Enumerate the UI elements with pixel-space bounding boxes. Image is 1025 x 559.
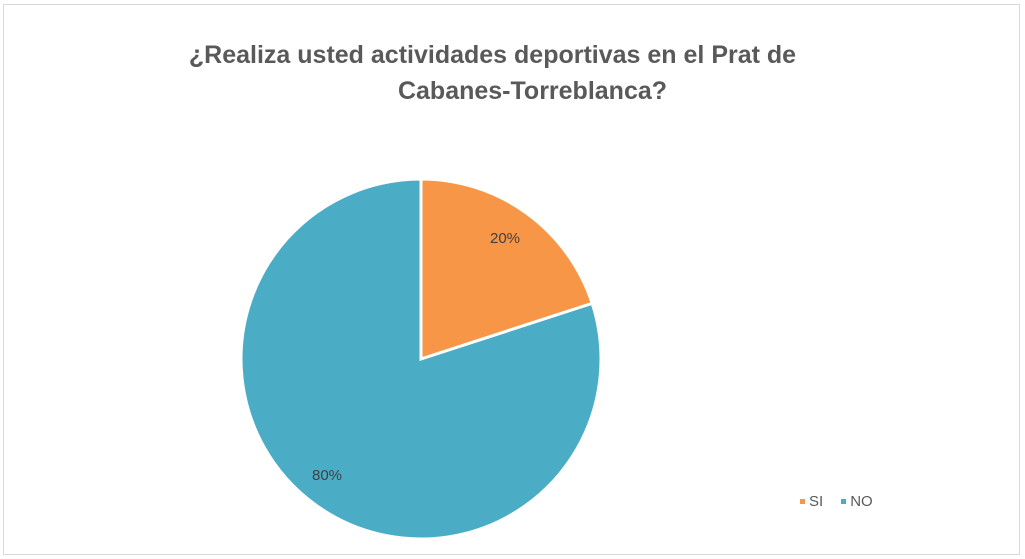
chart-title-line-2: Cabanes-Torreblanca? bbox=[397, 77, 668, 105]
legend-label-no: NO bbox=[850, 493, 873, 510]
legend-item-si: SI bbox=[800, 493, 823, 510]
pie-slice-no bbox=[239, 177, 603, 541]
data-label-si: 20% bbox=[490, 230, 520, 247]
legend: SI NO bbox=[800, 493, 873, 510]
legend-item-no: NO bbox=[841, 493, 873, 510]
legend-swatch-no bbox=[841, 499, 847, 504]
legend-swatch-si bbox=[800, 499, 805, 504]
legend-label-si: SI bbox=[809, 493, 824, 510]
chart-title: ¿Realiza usted actividades deportivas en… bbox=[4, 37, 1021, 109]
data-label-no: 80% bbox=[312, 467, 342, 484]
pie-slice-si bbox=[419, 177, 595, 362]
chart-title-line-1: ¿Realiza usted actividades deportivas en… bbox=[188, 41, 797, 69]
